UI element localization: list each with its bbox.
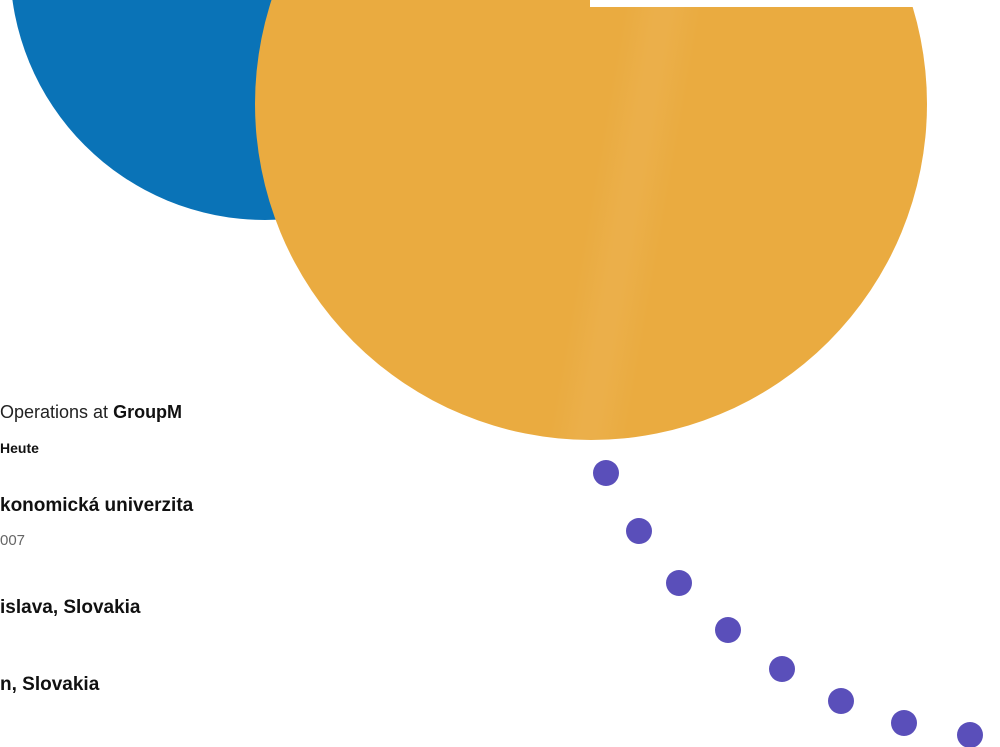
dot-3 [666,570,692,596]
job-company: GroupM [113,402,183,422]
dot-1 [593,460,619,486]
orange-circle-decoration [255,0,927,440]
education-period: 007 [0,532,26,549]
dot-4 [715,617,741,643]
education-name: konomická univerzita [0,495,194,516]
top-edge-strip [590,0,1000,7]
job-title-prefix: Operations at [0,402,114,422]
dot-7 [891,710,917,736]
job-period: Heute [0,440,39,456]
dot-5 [769,656,795,682]
location-line-2: n, Slovakia [0,674,100,695]
orange-circle-highlight [255,0,927,440]
dot-8 [957,722,983,747]
dot-2 [626,518,652,544]
job-title: Operations at GroupM [0,402,182,423]
dot-6 [828,688,854,714]
location-line-1: islava, Slovakia [0,597,141,618]
